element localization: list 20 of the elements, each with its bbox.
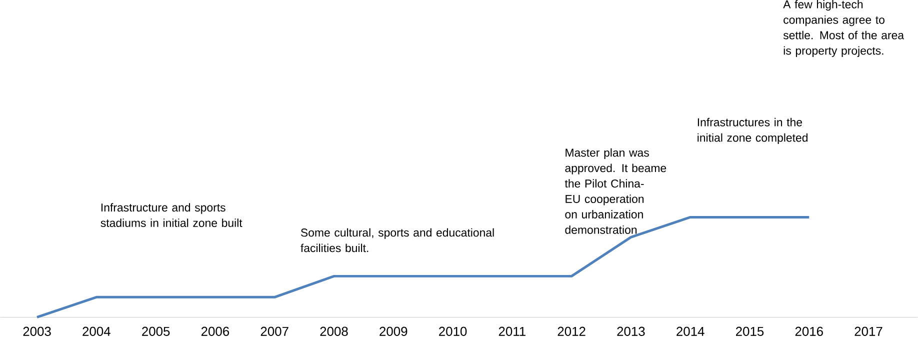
x-tick-label: 2012 bbox=[558, 326, 586, 336]
x-tick-label: 2008 bbox=[320, 326, 348, 336]
x-tick-label: 2014 bbox=[676, 326, 704, 336]
x-tick-label: 2010 bbox=[439, 326, 467, 336]
x-tick-label: 2009 bbox=[380, 326, 408, 336]
x-tick-label: 2015 bbox=[736, 326, 764, 336]
text: A few high-tech companies agree to settle. Most of the area is property projects. bbox=[783, 0, 904, 57]
text: Infrastructures in the initial zone completed bbox=[698, 118, 808, 144]
x-tick-label: 2007 bbox=[260, 326, 288, 336]
x-tick-label: 2006 bbox=[201, 326, 230, 336]
x-tick-label: 2016 bbox=[795, 326, 823, 336]
annotation: Master plan was approved. It beame the Pilot China-EU cooperation on urbanization demonstration bbox=[564, 148, 666, 234]
x-tick-label: 2017 bbox=[854, 326, 882, 336]
annotation: Infrastructure and sports stadiums in initial zone built bbox=[100, 203, 242, 227]
annotation: Some cultural, sports and educational facilities built. bbox=[300, 228, 494, 252]
x-tick-label: 2004 bbox=[82, 326, 110, 336]
x-tick-label: 2005 bbox=[142, 326, 170, 336]
x-tick-label: 2011 bbox=[498, 326, 526, 336]
x-tick-label: 2003 bbox=[23, 326, 51, 336]
x-tick-label: 2013 bbox=[617, 326, 645, 336]
